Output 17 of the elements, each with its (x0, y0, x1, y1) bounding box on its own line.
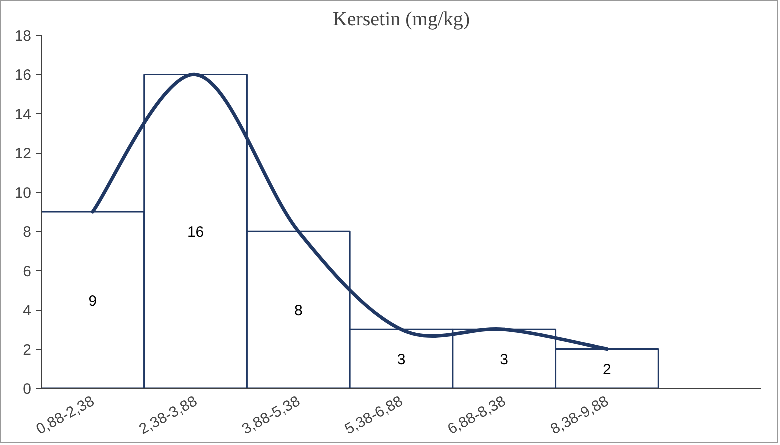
data-label: 3 (397, 352, 406, 369)
y-tick-label: 14 (14, 106, 32, 124)
data-label: 9 (88, 292, 98, 310)
y-tick-label: 0 (23, 381, 32, 398)
y-tick-label: 6 (23, 263, 32, 280)
data-label: 8 (294, 302, 303, 320)
y-tick-label: 18 (14, 28, 32, 45)
y-tick-label: 2 (23, 342, 32, 359)
y-tick-label: 10 (14, 184, 32, 202)
y-tick-label: 12 (14, 146, 32, 163)
data-label: 16 (187, 224, 204, 242)
data-label: 3 (500, 352, 509, 369)
y-tick-label: 16 (14, 67, 32, 84)
chart-title: Kersetin (mg/kg) (332, 8, 470, 30)
y-tick-label: 4 (23, 302, 32, 320)
y-tick-label: 8 (23, 224, 32, 242)
data-label: 2 (603, 361, 612, 378)
